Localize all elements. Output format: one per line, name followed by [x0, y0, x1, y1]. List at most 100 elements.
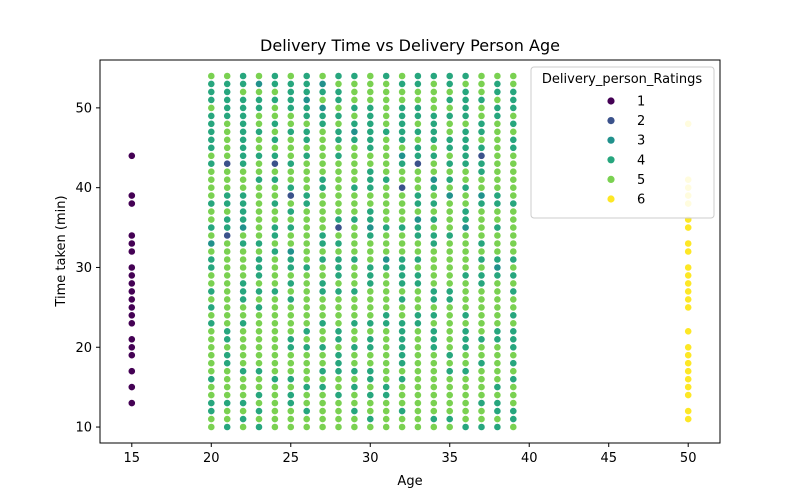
- data-point: [493, 247, 502, 256]
- data-point: [223, 239, 232, 248]
- data-point: [318, 183, 327, 192]
- data-point: [255, 207, 263, 216]
- data-point: [509, 199, 518, 208]
- data-point: [318, 399, 327, 407]
- data-point: [223, 80, 232, 88]
- data-point: [398, 287, 406, 296]
- data-point: [493, 96, 502, 104]
- data-point-rating-1: [127, 279, 136, 288]
- data-point: [207, 423, 216, 431]
- data-point: [334, 391, 343, 399]
- data-point: [398, 104, 406, 112]
- data-point: [255, 72, 263, 80]
- data-point: [207, 255, 216, 264]
- data-point: [477, 335, 486, 344]
- data-point: [461, 143, 470, 152]
- data-point: [207, 199, 216, 208]
- data-point: [477, 279, 486, 288]
- data-point: [239, 167, 247, 176]
- data-point: [445, 104, 454, 112]
- data-point: [461, 327, 470, 336]
- data-point: [398, 191, 406, 200]
- data-point: [398, 343, 406, 352]
- data-point: [207, 415, 216, 423]
- legend-marker: [607, 136, 615, 144]
- data-point: [334, 279, 343, 288]
- data-point: [318, 423, 327, 431]
- data-point: [255, 287, 263, 296]
- data-point: [207, 399, 216, 407]
- data-point: [382, 359, 391, 368]
- data-point: [255, 127, 263, 136]
- data-point: [334, 247, 343, 256]
- data-point: [255, 407, 263, 415]
- data-point: [382, 167, 391, 176]
- data-point: [509, 247, 518, 256]
- data-point: [318, 343, 327, 352]
- data-point: [255, 295, 263, 304]
- data-point: [413, 247, 422, 256]
- data-point: [413, 88, 422, 96]
- data-point: [477, 231, 486, 240]
- data-point: [350, 319, 359, 328]
- data-point: [413, 199, 422, 208]
- data-point: [493, 343, 502, 352]
- data-point: [302, 391, 311, 399]
- data-point: [398, 112, 406, 120]
- data-point: [302, 223, 311, 232]
- data-point: [302, 207, 311, 216]
- data-point: [318, 407, 327, 415]
- data-point: [270, 327, 279, 336]
- data-point: [334, 367, 343, 376]
- data-point: [223, 343, 232, 352]
- data-point: [509, 263, 518, 272]
- data-point: [509, 104, 518, 112]
- data-point: [207, 319, 216, 328]
- data-point: [366, 112, 375, 120]
- data-point: [334, 375, 343, 384]
- data-point: [445, 159, 454, 168]
- data-point: [493, 207, 502, 216]
- data-point: [286, 167, 295, 176]
- legend-label: 6: [637, 193, 645, 208]
- data-point: [207, 112, 216, 120]
- data-point: [509, 239, 518, 248]
- data-point: [334, 295, 343, 304]
- data-point: [398, 359, 406, 368]
- data-point: [398, 159, 406, 168]
- data-point: [239, 88, 247, 96]
- data-point: [398, 295, 406, 304]
- data-point: [493, 287, 502, 296]
- data-point: [445, 383, 454, 391]
- data-point-rating-2: [398, 183, 406, 192]
- data-point: [509, 112, 518, 120]
- data-point: [334, 80, 343, 88]
- data-point-rating-3: [429, 175, 438, 184]
- data-point: [413, 239, 422, 248]
- data-point: [239, 207, 247, 216]
- data-point: [207, 135, 216, 144]
- data-point: [334, 263, 343, 272]
- data-point: [207, 207, 216, 216]
- data-point: [461, 231, 470, 240]
- data-point: [255, 303, 263, 312]
- data-point: [302, 119, 311, 128]
- data-point: [255, 311, 263, 320]
- data-point: [239, 351, 247, 360]
- data-point: [302, 72, 311, 80]
- data-point: [239, 239, 247, 248]
- data-point: [207, 375, 216, 384]
- data-point: [255, 183, 263, 192]
- data-point: [461, 375, 470, 384]
- data-point: [302, 287, 311, 296]
- data-point: [445, 96, 454, 104]
- data-point: [366, 135, 375, 144]
- data-point: [445, 279, 454, 288]
- data-point: [270, 96, 279, 104]
- data-point: [509, 319, 518, 328]
- data-point: [509, 359, 518, 368]
- data-point: [445, 311, 454, 320]
- data-point: [286, 287, 295, 296]
- data-point: [429, 303, 438, 312]
- data-point: [493, 255, 502, 264]
